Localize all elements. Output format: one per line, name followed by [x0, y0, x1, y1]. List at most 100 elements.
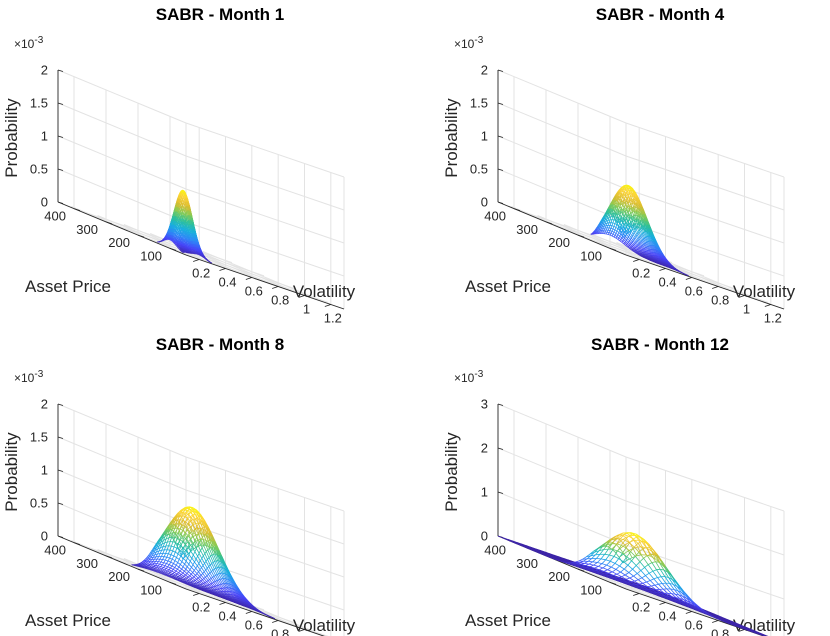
mesh-line [633, 232, 637, 237]
mesh-line [626, 239, 629, 243]
mesh-line [612, 219, 615, 224]
mesh-line [632, 245, 634, 247]
y-tick-label: 100 [140, 582, 162, 597]
y-tick-label: 300 [516, 222, 538, 237]
mesh-line [173, 212, 175, 218]
mesh-line [630, 239, 633, 243]
mesh-line [169, 228, 172, 233]
mesh-line [629, 218, 631, 223]
y-tick [73, 208, 81, 212]
axes: 0 0.5 1 1.5 2 100 200 300 400 0.2 0.4 0.6 0.8 1 1.2 ×10… [2, 35, 356, 326]
mesh-line [178, 195, 180, 199]
mesh-line [631, 235, 635, 240]
x-tick-label: 0.8 [271, 293, 289, 308]
y-tick [169, 247, 177, 251]
x-tick-label: 0.8 [271, 627, 289, 636]
mesh-line [197, 249, 199, 252]
x-tick-label: 0.2 [192, 266, 210, 281]
mesh-line [617, 239, 621, 242]
mesh-line [168, 234, 171, 238]
x-axis-line [185, 254, 345, 310]
mesh-line [172, 217, 175, 222]
y-tick-label: 300 [76, 556, 98, 571]
mesh-line [175, 206, 178, 212]
surface-mesh [590, 184, 689, 277]
mesh-line [173, 220, 176, 225]
mesh-line [611, 222, 614, 226]
z-tick-label: 1.5 [30, 430, 48, 445]
mesh-line [169, 232, 171, 236]
y-tick-label: 300 [76, 222, 98, 237]
z-tick-label: 1.5 [470, 96, 488, 111]
mesh-line [629, 227, 631, 232]
mesh-line [179, 192, 181, 196]
x-tick [193, 593, 200, 596]
y-tick-label: 400 [44, 543, 66, 558]
mesh-line [174, 207, 177, 212]
mesh-line [179, 249, 181, 251]
z-exponent-label: ×10-3 [454, 35, 484, 51]
y-tick-label: 200 [548, 235, 570, 250]
panel-title: SABR - Month 1 [156, 5, 284, 24]
surface-mesh [157, 189, 212, 264]
x-tick-label: 0.6 [245, 284, 263, 299]
z-tick [57, 201, 64, 204]
mesh-line [632, 234, 636, 238]
mesh-line [632, 211, 634, 217]
x-tick [245, 611, 252, 614]
mesh-line [627, 238, 630, 242]
mesh-line [191, 243, 193, 247]
x-tick [272, 286, 279, 289]
mesh-line [629, 232, 633, 237]
mesh-line [629, 209, 632, 214]
z-tick [57, 135, 64, 138]
mesh-line [170, 225, 173, 230]
mesh-line [632, 228, 635, 231]
z-tick-label: 1 [41, 463, 48, 478]
mesh-line [178, 198, 180, 203]
x-axis-title: Volatility [293, 282, 356, 301]
mesh-line [611, 235, 615, 238]
mesh-line [173, 224, 175, 229]
mesh-line [171, 228, 174, 233]
z-tick-label: 0.5 [30, 496, 48, 511]
mesh-line [170, 235, 173, 238]
z-tick-label: 1 [481, 129, 488, 144]
x-tick [659, 268, 666, 271]
z-tick [57, 168, 64, 171]
mesh-line [206, 259, 208, 261]
mesh-line [174, 215, 176, 221]
mesh-line [181, 251, 184, 253]
mesh-line [174, 211, 177, 216]
mesh-line [209, 261, 211, 263]
y-tick-label: 200 [108, 569, 130, 584]
panel-title: SABR - Month 4 [596, 5, 725, 24]
x-tick [272, 620, 279, 623]
panel-3: SABR - Month 8 0 0.5 1 1.5 2 100 200 300 400 0.2 0.… [2, 335, 356, 636]
z-tick-label: 0 [41, 529, 48, 544]
mesh-line [210, 262, 212, 264]
mesh-line [175, 203, 178, 208]
z-tick-label: 0.5 [470, 162, 488, 177]
z-tick-label: 0 [41, 195, 48, 210]
panel-1: SABR - Month 1 0 0.5 1 1.5 2 100 200 300 400 0.2 0.… [2, 5, 356, 326]
mesh-line [615, 224, 618, 228]
x-tick [193, 259, 200, 262]
mesh-line [175, 211, 178, 217]
y-tick [105, 221, 113, 225]
mesh-line [629, 234, 632, 239]
mesh-line [173, 220, 175, 225]
z-tick-label: 2 [481, 63, 488, 78]
x-tick-label: 0.2 [632, 266, 650, 281]
mesh-line [169, 231, 172, 236]
y-tick-label: 100 [140, 248, 162, 263]
mesh-line [179, 195, 181, 199]
x-tick [219, 602, 226, 605]
mesh-line [176, 202, 179, 207]
mesh-line [605, 213, 608, 215]
mesh-line [626, 243, 628, 245]
x-tick-label: 1 [743, 302, 750, 317]
z-tick-label: 2 [41, 397, 48, 412]
mesh-line [626, 226, 629, 230]
